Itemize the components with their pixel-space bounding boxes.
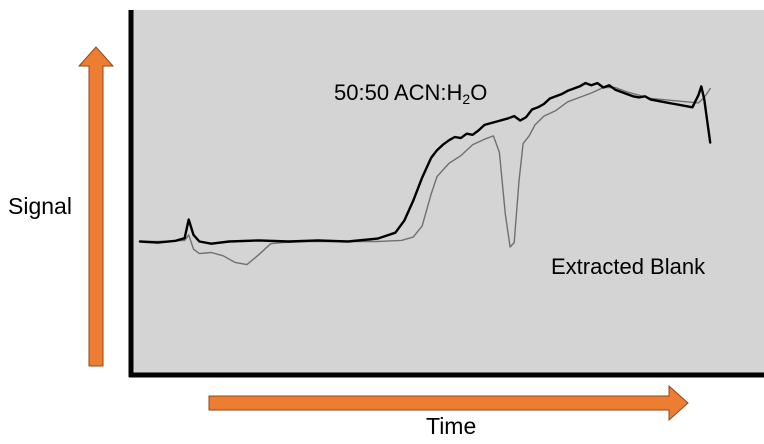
annotation-acn-water: 50:50 ACN:H2O	[334, 80, 487, 107]
y-axis-arrow	[77, 46, 115, 367]
x-axis-arrow	[208, 384, 689, 422]
series-line-extracted-blank	[139, 86, 711, 266]
annotation-acn-main: 50:50 ACN:H	[334, 80, 463, 105]
series-line-acn-water	[138, 81, 712, 245]
annotation-acn-subscript: 2	[462, 91, 471, 107]
annotation-acn-end: O	[470, 80, 488, 105]
plot-area	[130, 10, 764, 375]
x-axis-label: Time	[426, 413, 477, 439]
annotation-extracted-blank: Extracted Blank	[551, 254, 706, 279]
y-axis-label: Signal	[8, 193, 72, 219]
